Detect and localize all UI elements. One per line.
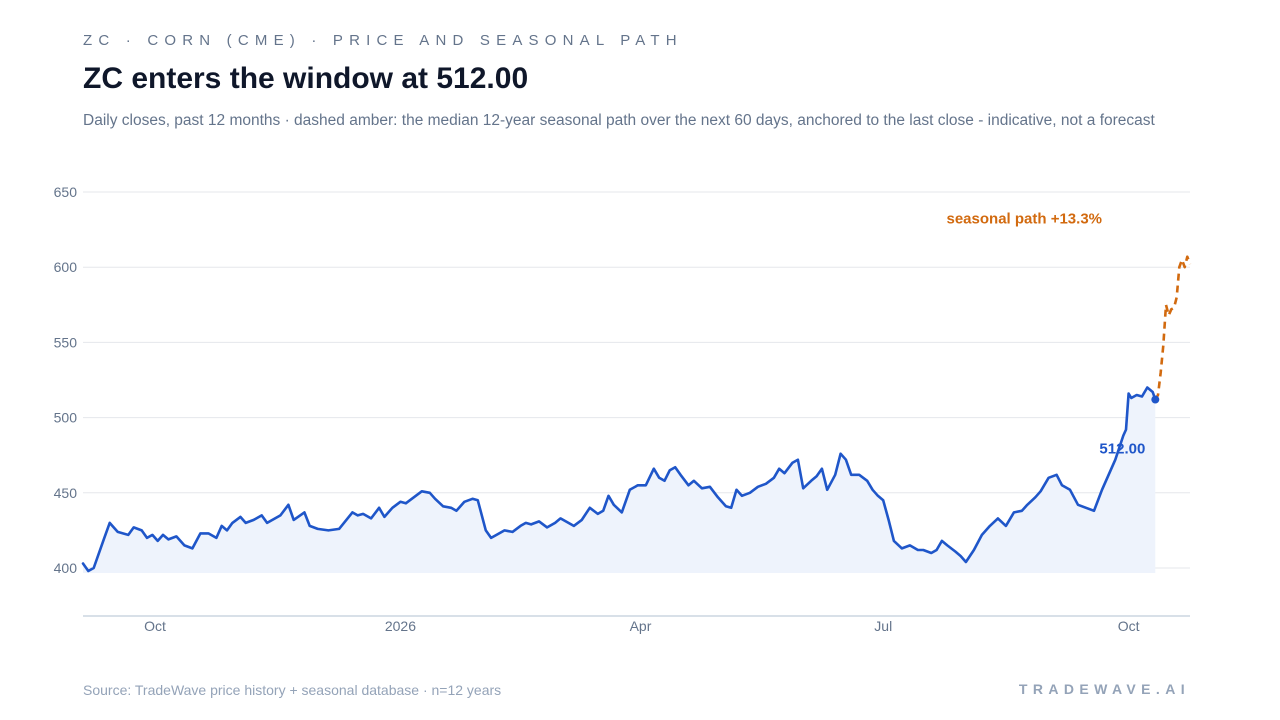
x-tick-label: Apr [630,618,652,634]
y-tick-label: 600 [54,259,78,275]
chart-title: ZC enters the window at 512.00 [83,62,529,95]
chart-subtitle: Daily closes, past 12 months · dashed am… [83,112,1155,129]
x-tick-label: Oct [1118,618,1140,634]
x-axis-ticks: Oct 2026 Apr Jul Oct [144,618,1140,634]
brand-logo: TRADEWAVE.AI [1018,681,1190,697]
x-tick-label: 2026 [385,618,416,634]
source-note: Source: TradeWave price history + season… [83,682,502,698]
last-close-label: 512.00 [1099,441,1145,458]
seasonal-path-line [1154,255,1192,401]
y-tick-label: 400 [54,560,78,576]
y-axis-ticks: 400 450 500 550 600 650 [54,184,78,576]
y-tick-label: 500 [54,410,78,426]
price-area-fill [83,387,1156,573]
last-close-marker [1151,395,1160,404]
price-series-line [81,386,1157,573]
x-tick-label: Jul [874,618,892,634]
chart-annotations: 512.00 seasonal path +13.3% [947,211,1146,458]
seasonal-path-label: seasonal path +13.3% [947,211,1103,228]
x-tick-label: Oct [144,618,166,634]
y-tick-label: 650 [54,184,78,200]
y-tick-label: 450 [54,485,78,501]
chart-kicker: ZC · CORN (CME) · PRICE AND SEASONAL PAT… [83,32,683,49]
y-tick-label: 550 [54,334,78,350]
